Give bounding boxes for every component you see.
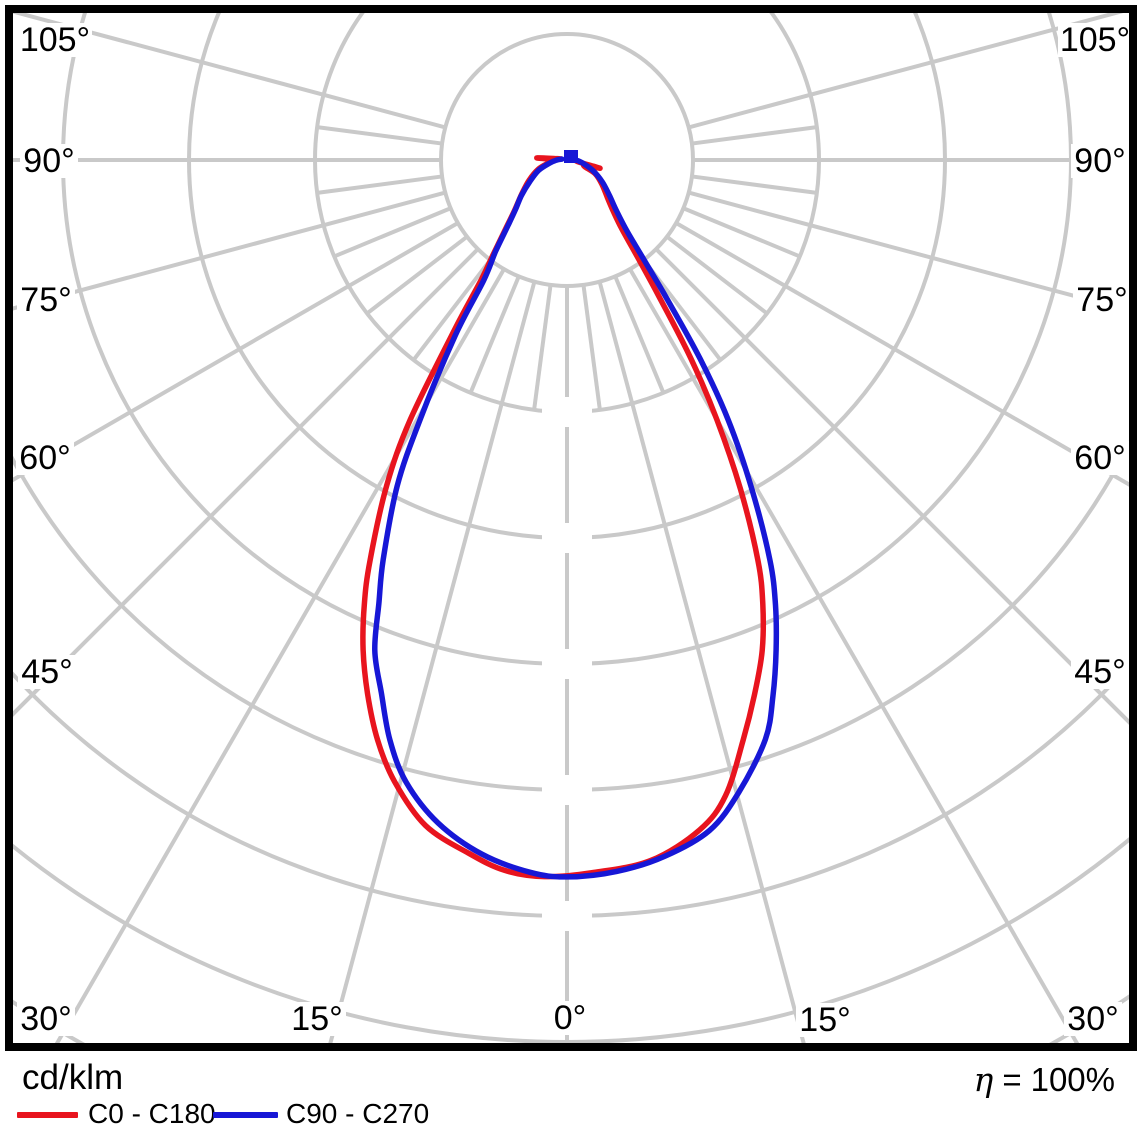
angle-label-bottom-0: 0° bbox=[554, 999, 587, 1037]
eta-value: 100% bbox=[1030, 1061, 1115, 1098]
grid-spoke-major bbox=[328, 281, 537, 1043]
angle-label-left-105: 105° bbox=[20, 21, 90, 59]
angle-label-box bbox=[1058, 23, 1132, 57]
grid-spoke-minor bbox=[691, 125, 818, 146]
grid-spoke-major bbox=[13, 247, 480, 717]
grid-spoke-minor bbox=[468, 275, 521, 394]
angle-label-box bbox=[17, 1002, 75, 1036]
radial-value-box bbox=[542, 649, 592, 679]
angle-label-bottom-15: 15° bbox=[291, 1000, 342, 1038]
grid-spoke-major bbox=[13, 13, 446, 130]
angle-label-box bbox=[549, 1001, 591, 1035]
radial-value-box bbox=[542, 397, 592, 427]
angle-label-box bbox=[20, 144, 78, 178]
angle-label-box bbox=[1073, 283, 1131, 317]
angle-label-right-45: 45° bbox=[1074, 653, 1125, 691]
grid-spoke-minor bbox=[412, 258, 492, 362]
angle-label-box bbox=[16, 441, 74, 475]
grid-spoke-major bbox=[13, 190, 446, 311]
origin-marker bbox=[564, 150, 578, 163]
grid-spoke-minor bbox=[581, 284, 602, 411]
angle-label-bottom-15: 15° bbox=[799, 1001, 850, 1039]
grid-spoke-major bbox=[688, 13, 1124, 130]
angle-label-right-60: 60° bbox=[1074, 439, 1125, 477]
grid-spoke-major bbox=[675, 221, 1129, 487]
angle-label-left-75: 75° bbox=[20, 281, 71, 319]
grid-spoke-major bbox=[597, 281, 806, 1043]
grid-spoke-major bbox=[54, 268, 506, 1043]
angle-label-box bbox=[288, 1002, 346, 1036]
grid-spoke-minor bbox=[682, 206, 801, 259]
angle-label-box bbox=[1071, 144, 1129, 178]
legend-label-c90-c270: C90 - C270 bbox=[286, 1098, 430, 1129]
efficiency-text: η = 100% bbox=[974, 1060, 1115, 1099]
legend-line-c90-c270 bbox=[213, 1112, 278, 1118]
grid-spoke-minor bbox=[691, 174, 818, 195]
grid-spoke-major bbox=[654, 247, 1129, 725]
angle-label-left-90: 90° bbox=[23, 142, 74, 180]
legend: C0 - C180 C90 - C270 bbox=[0, 1098, 600, 1138]
eta-symbol: η bbox=[973, 1060, 994, 1099]
legend-label-c0-c180: C0 - C180 bbox=[88, 1098, 216, 1129]
grid-spoke-minor bbox=[316, 125, 443, 146]
radial-value-box bbox=[542, 775, 592, 805]
angle-label-box bbox=[1071, 441, 1129, 475]
grid-spoke-minor bbox=[532, 284, 553, 411]
angle-label-right-90: 90° bbox=[1074, 142, 1125, 180]
angle-label-box bbox=[1071, 655, 1129, 689]
angle-label-box bbox=[796, 1003, 854, 1037]
unit-label: cd/klm bbox=[22, 1058, 124, 1097]
grid-spoke-minor bbox=[365, 235, 469, 315]
grid-spoke-minor bbox=[665, 235, 769, 315]
angle-label-box bbox=[1064, 1002, 1122, 1036]
angle-label-right-105: 105° bbox=[1060, 21, 1130, 59]
grid-spoke-minor bbox=[333, 206, 452, 259]
angle-label-right-75: 75° bbox=[1076, 281, 1127, 319]
angle-label-left-60: 60° bbox=[19, 439, 70, 477]
legend-line-c0-c180 bbox=[17, 1112, 78, 1118]
grid-spoke-major bbox=[688, 190, 1129, 313]
grid-spoke-major bbox=[13, 221, 459, 483]
angle-label-box bbox=[18, 23, 92, 57]
radial-value-box bbox=[542, 523, 592, 553]
plot-border bbox=[5, 5, 1137, 1051]
angle-label-box bbox=[18, 655, 76, 689]
angle-label-bottom-30: 30° bbox=[20, 1000, 71, 1038]
angle-label-box bbox=[17, 283, 75, 317]
eta-equals: = bbox=[1002, 1061, 1022, 1098]
angle-label-left-45: 45° bbox=[21, 653, 72, 691]
grid-spoke-minor bbox=[316, 174, 443, 195]
angle-label-bottom-30: 30° bbox=[1067, 1000, 1118, 1038]
grid-spoke-minor bbox=[613, 275, 666, 394]
radial-value-box bbox=[542, 901, 592, 931]
curve-c90-c270 bbox=[372, 156, 780, 880]
